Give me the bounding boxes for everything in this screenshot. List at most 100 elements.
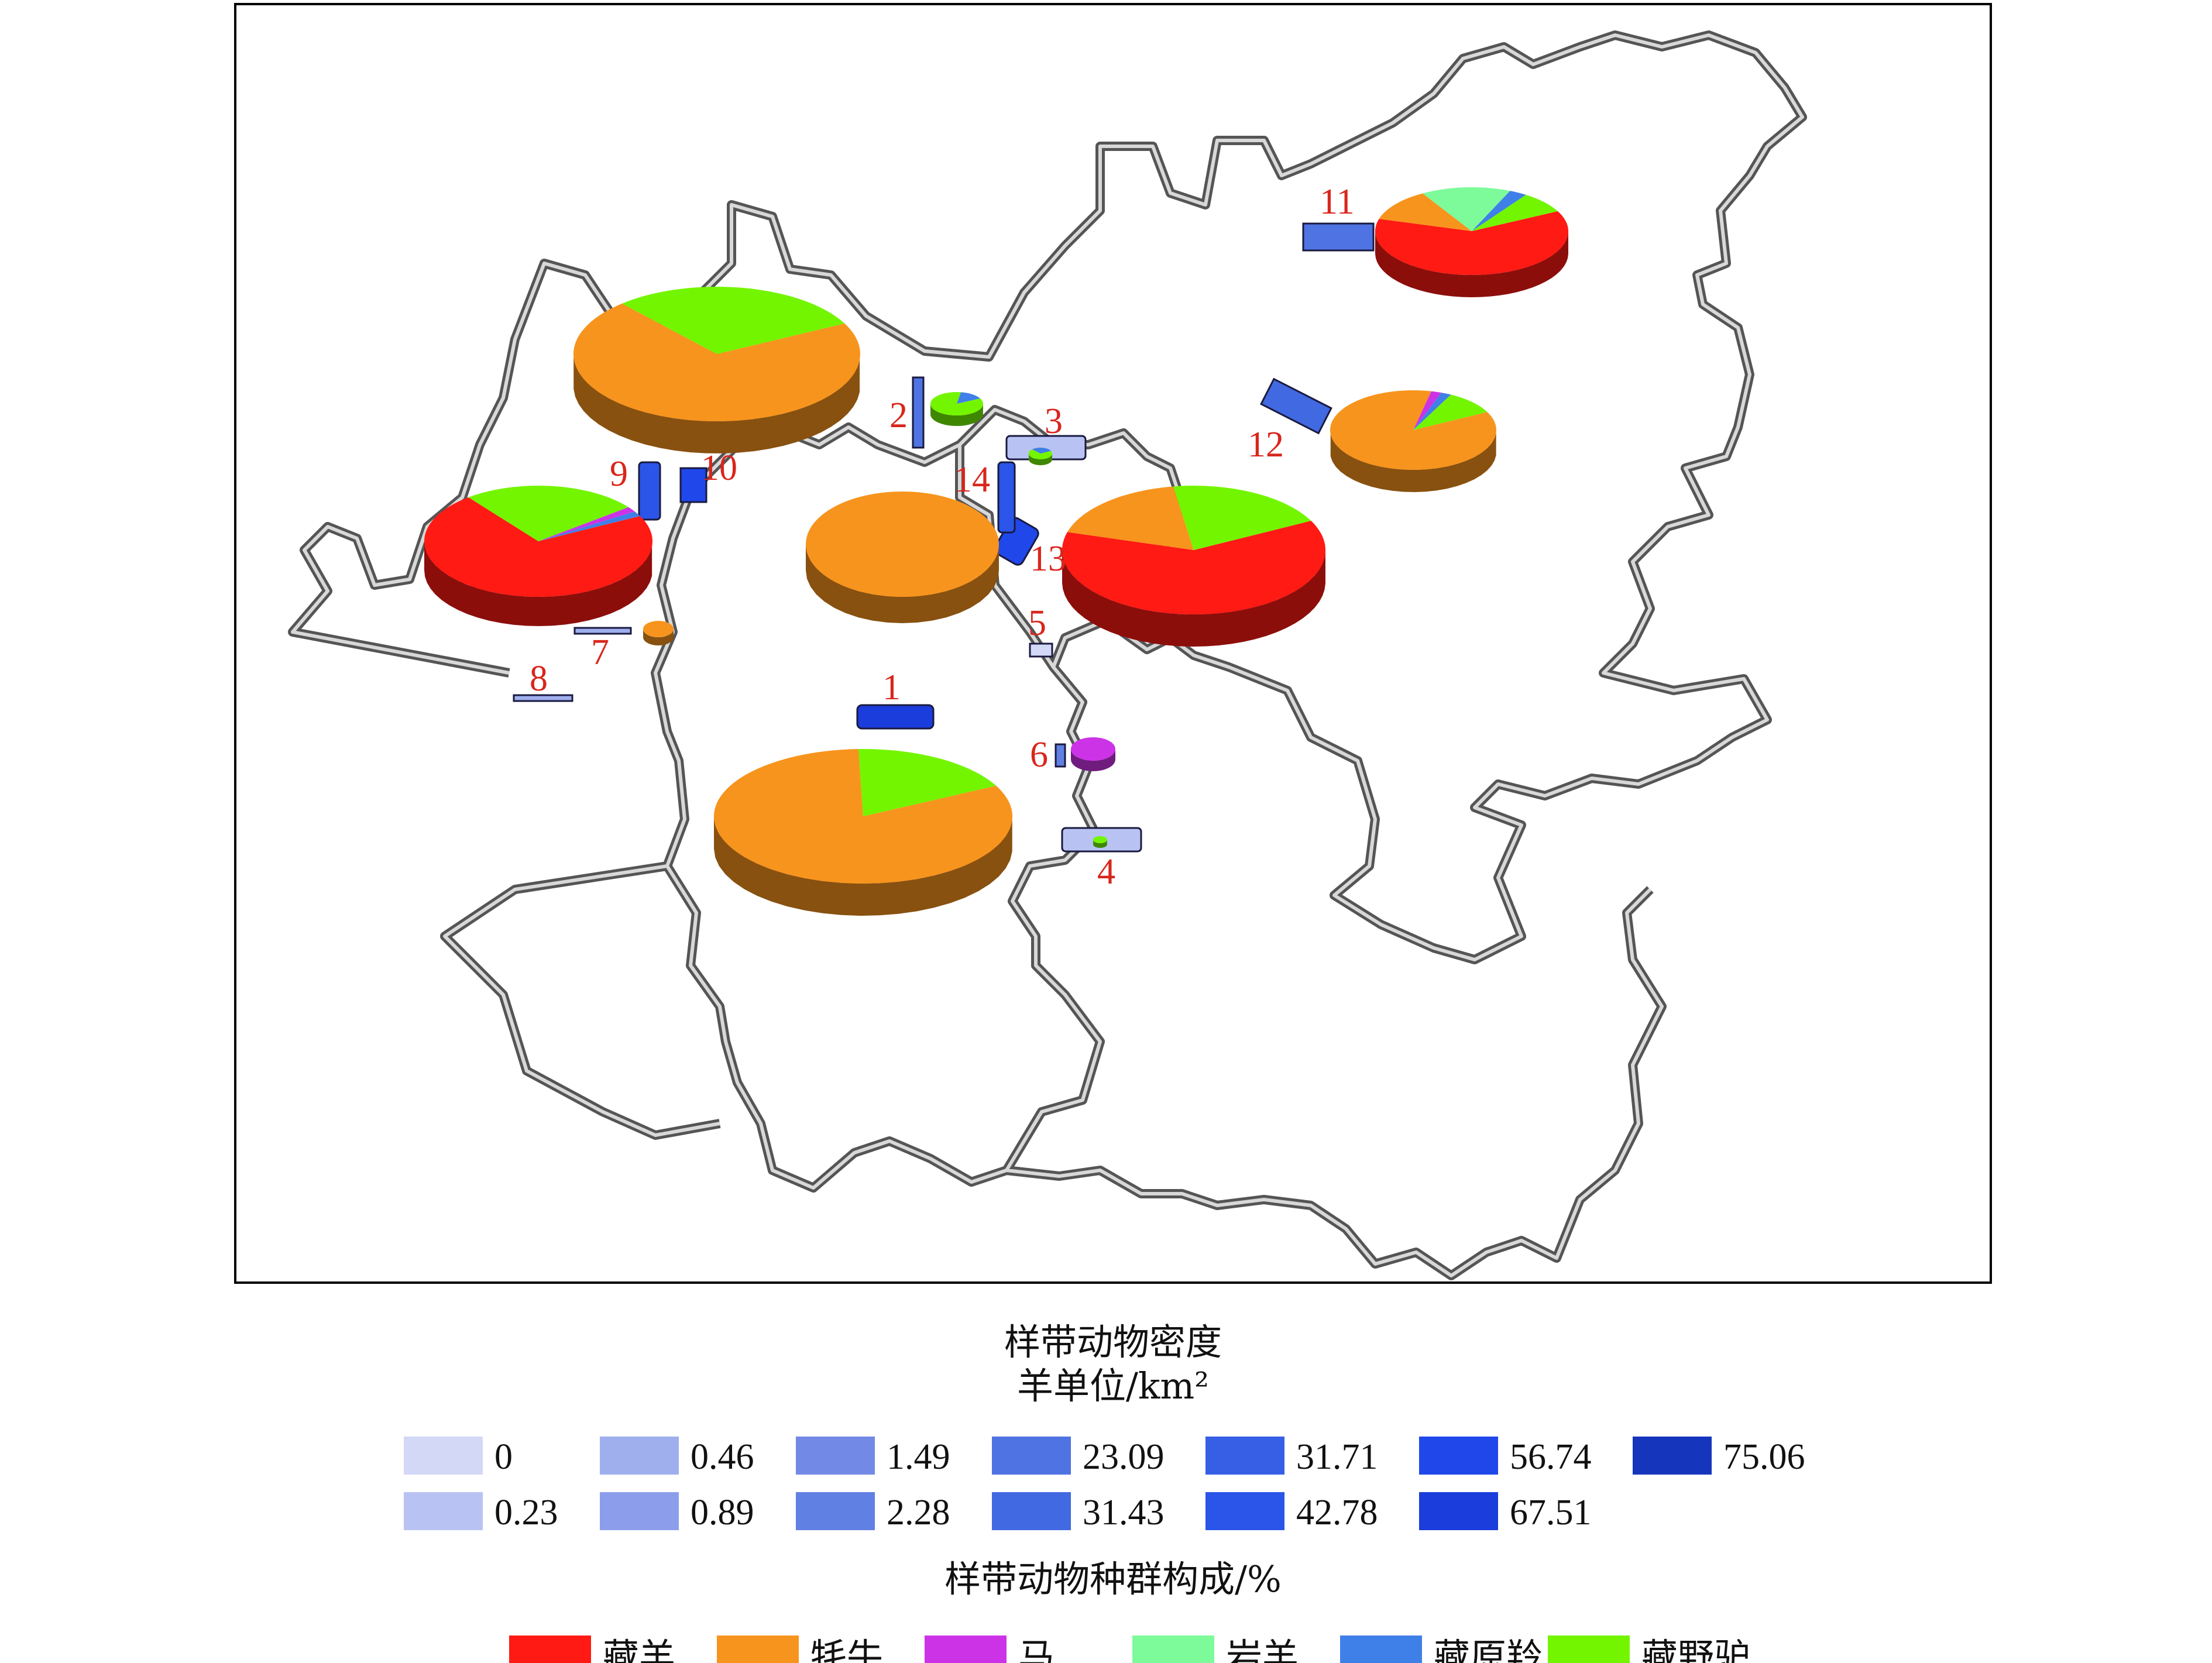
density-label-6: 23.09	[1083, 1437, 1165, 1477]
pie-1-slice-藏野驴	[858, 749, 997, 816]
pie-1-slice-牦牛	[714, 749, 1012, 884]
density-label-12: 75.06	[1723, 1437, 1805, 1477]
pie-13-side	[1062, 551, 1325, 647]
composition-label-4: 藏原羚	[1434, 1635, 1543, 1663]
pie-12-slice-藏野驴	[1413, 394, 1488, 430]
transect-labels: 1 2 3 4 5 6 7 8 9 10 11 12 13 14	[530, 182, 1355, 892]
pie-11-slice-岩羊	[1423, 187, 1510, 231]
pie-2[interactable]	[930, 391, 983, 426]
density-swatch-3	[600, 1492, 679, 1530]
transect-bar-12[interactable]	[1260, 377, 1332, 435]
density-label-1: 0.23	[494, 1493, 558, 1533]
transect-label-3: 3	[1045, 401, 1063, 441]
pie-3[interactable]	[1028, 448, 1053, 465]
density-label-8: 31.71	[1296, 1437, 1378, 1477]
transect-label-13: 13	[1030, 539, 1066, 579]
pie-10-slice-藏野驴	[621, 286, 845, 354]
density-label-9: 42.78	[1296, 1493, 1378, 1533]
pie-4-slice-藏野驴	[1093, 836, 1107, 843]
pie-9[interactable]	[424, 486, 652, 626]
transect-bar-6[interactable]	[1055, 743, 1066, 768]
transect-bar-14[interactable]	[997, 461, 1016, 534]
pie-3-slice-藏原羚	[1032, 448, 1051, 453]
density-swatch-9	[1205, 1492, 1284, 1530]
transect-label-11: 11	[1320, 182, 1355, 222]
transect-bar-8[interactable]	[513, 694, 573, 702]
density-swatch-4	[796, 1437, 875, 1475]
composition-label-3: 岩羊	[1226, 1635, 1299, 1663]
transect-bar-5[interactable]	[1029, 642, 1053, 658]
composition-label-0: 藏羊	[603, 1635, 675, 1663]
pie-10-slice-牦牛	[573, 303, 860, 421]
pie-10-side	[573, 357, 860, 453]
density-legend-title: 样带动物密度	[1004, 1321, 1222, 1363]
pie-11-side	[1375, 231, 1568, 297]
transect-label-14: 14	[954, 460, 990, 500]
pie-12[interactable]	[1330, 390, 1496, 492]
composition-swatch-4	[1340, 1635, 1422, 1663]
transect-bar-1[interactable]	[856, 704, 935, 730]
pie-9-slice-藏野驴	[468, 486, 629, 541]
density-swatch-6	[992, 1437, 1071, 1475]
density-swatch-1	[404, 1492, 483, 1530]
pie-11[interactable]	[1375, 187, 1569, 297]
density-legend-unit: 羊单位/km²	[1017, 1365, 1209, 1407]
pie-3-side	[1029, 453, 1052, 465]
composition-swatch-1	[717, 1635, 799, 1663]
pie-13-slice-牦牛	[1067, 486, 1194, 550]
pie-11-slice-藏野驴	[1472, 194, 1558, 231]
transect-pies	[424, 187, 1569, 916]
density-label-5: 2.28	[887, 1493, 950, 1533]
pie-9-slice-藏羊	[424, 497, 652, 597]
pie-7-slice-牦牛	[643, 621, 674, 637]
transect-bar-10[interactable]	[679, 467, 707, 503]
transect-label-5: 5	[1028, 603, 1046, 643]
pie-10[interactable]	[573, 286, 860, 453]
density-swatch-0	[404, 1437, 483, 1475]
density-label-7: 31.43	[1083, 1493, 1165, 1533]
transect-bar-7[interactable]	[573, 627, 632, 635]
composition-swatch-2	[925, 1635, 1007, 1663]
pie-12-slice-藏原羚	[1413, 393, 1451, 430]
pie-4[interactable]	[1093, 836, 1107, 848]
transect-label-1: 1	[882, 668, 901, 707]
density-label-3: 0.89	[691, 1493, 754, 1533]
transect-bars	[513, 222, 1375, 853]
composition-swatch-5	[1548, 1635, 1630, 1663]
density-label-4: 1.49	[887, 1437, 950, 1477]
transect-label-9: 9	[610, 454, 628, 494]
pie-6[interactable]	[1071, 737, 1115, 771]
pie-14-slice-牦牛	[806, 492, 999, 597]
density-label-2: 0.46	[691, 1437, 754, 1477]
composition-label-5: 藏野驴	[1641, 1635, 1750, 1663]
pie-3-slice-藏野驴	[1028, 449, 1053, 460]
pie-1[interactable]	[714, 749, 1012, 916]
composition-legend: 样带动物种群构成/% 藏羊 牦牛 马 岩羊 藏原羚 藏野驴	[509, 1558, 1750, 1663]
density-swatch-11	[1419, 1492, 1498, 1530]
transect-label-6: 6	[1030, 735, 1048, 775]
pie-13[interactable]	[1062, 486, 1326, 647]
density-swatch-12	[1633, 1437, 1712, 1475]
pie-14[interactable]	[806, 492, 999, 623]
transect-label-12: 12	[1248, 425, 1284, 465]
density-swatch-2	[600, 1437, 679, 1475]
composition-legend-title: 样带动物种群构成/%	[944, 1558, 1282, 1600]
composition-label-2: 马	[1018, 1635, 1055, 1663]
composition-swatch-0	[509, 1635, 591, 1663]
pie-6-slice-马	[1071, 737, 1115, 761]
pie-12-slice-马	[1413, 391, 1442, 430]
pie-4-side	[1093, 839, 1107, 848]
density-swatch-10	[1419, 1437, 1498, 1475]
pie-2-side	[930, 404, 983, 426]
pie-11-slice-藏羊	[1375, 211, 1569, 275]
transect-bar-9[interactable]	[638, 461, 661, 521]
density-swatch-8	[1205, 1437, 1284, 1475]
pie-7[interactable]	[643, 621, 674, 645]
density-legend: 样带动物密度 羊单位/km² 0 0.23 0.46 0.89 1.49 2.28 23.0…	[404, 1321, 1805, 1533]
pie-11-slice-藏原羚	[1472, 191, 1526, 231]
transect-bar-2[interactable]	[912, 376, 925, 449]
transect-bar-11[interactable]	[1302, 222, 1375, 252]
density-swatch-5	[796, 1492, 875, 1530]
density-swatch-7	[992, 1492, 1071, 1530]
pie-11-slice-牦牛	[1379, 193, 1472, 231]
